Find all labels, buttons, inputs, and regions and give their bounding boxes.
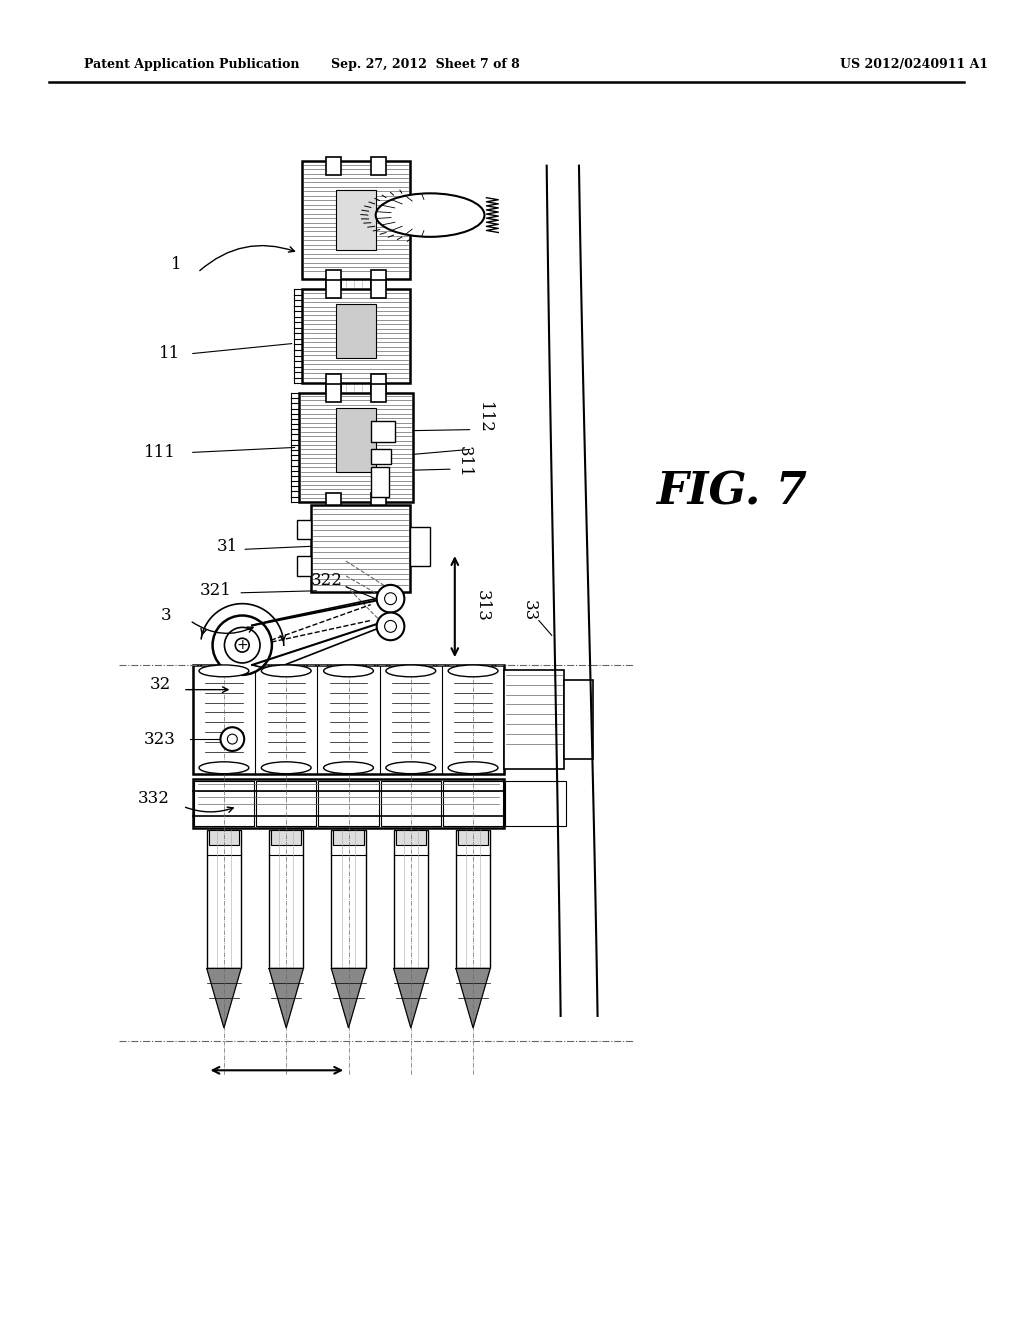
Text: 323: 323 [144, 730, 176, 747]
Text: 322: 322 [310, 573, 342, 590]
Polygon shape [332, 969, 366, 1028]
Bar [371, 421, 395, 442]
Bar [209, 830, 239, 845]
Bar [505, 780, 565, 826]
Ellipse shape [386, 665, 436, 677]
Polygon shape [269, 969, 303, 1028]
Bar [371, 467, 388, 496]
Bar [207, 830, 241, 969]
Bar [371, 492, 386, 511]
Ellipse shape [324, 762, 374, 774]
Bar [458, 830, 488, 845]
Text: 112: 112 [476, 401, 493, 434]
Text: Patent Application Publication: Patent Application Publication [84, 58, 300, 71]
Bar [411, 527, 430, 566]
Text: 11: 11 [160, 345, 180, 362]
Bar [371, 449, 390, 465]
Bar [341, 165, 371, 572]
Bar [371, 384, 386, 403]
Ellipse shape [376, 193, 484, 236]
Bar [371, 157, 386, 174]
Bar [327, 271, 341, 288]
Bar [327, 492, 341, 511]
Bar [336, 408, 376, 473]
Bar [256, 780, 316, 826]
Bar [301, 161, 411, 280]
Bar [327, 162, 341, 180]
Bar [393, 830, 428, 969]
Bar [563, 680, 593, 759]
Text: Sep. 27, 2012  Sheet 7 of 8: Sep. 27, 2012 Sheet 7 of 8 [331, 58, 519, 71]
Bar [504, 669, 563, 768]
Bar [297, 556, 311, 576]
Bar [336, 304, 376, 359]
Text: 31: 31 [217, 537, 238, 554]
Ellipse shape [261, 665, 311, 677]
Text: 33: 33 [520, 601, 538, 622]
Bar [334, 165, 379, 275]
Text: FIG. 7: FIG. 7 [656, 470, 807, 513]
Bar [371, 280, 386, 298]
Circle shape [385, 620, 396, 632]
Bar [336, 190, 376, 249]
Text: 313: 313 [474, 590, 490, 622]
Bar [443, 780, 503, 826]
Ellipse shape [199, 762, 249, 774]
Circle shape [236, 639, 249, 652]
Circle shape [224, 627, 260, 663]
Bar [269, 830, 303, 969]
Text: +: + [237, 638, 248, 652]
Bar [318, 780, 379, 826]
Bar [381, 780, 441, 826]
Text: 32: 32 [150, 676, 171, 693]
Bar [299, 393, 414, 502]
Bar [327, 384, 341, 403]
Ellipse shape [199, 665, 249, 677]
Circle shape [213, 615, 272, 675]
Bar [194, 780, 254, 826]
Bar [371, 162, 386, 180]
Bar [271, 830, 301, 845]
Circle shape [385, 593, 396, 605]
Ellipse shape [386, 762, 436, 774]
Bar [332, 830, 366, 969]
Circle shape [377, 612, 404, 640]
Bar [456, 830, 490, 969]
Text: 3: 3 [161, 607, 171, 624]
Text: 111: 111 [144, 444, 176, 461]
Bar [311, 504, 411, 591]
Bar [371, 271, 386, 288]
Text: 311: 311 [456, 446, 473, 478]
Circle shape [227, 734, 238, 744]
Bar [297, 520, 311, 540]
Bar [334, 830, 364, 845]
Ellipse shape [324, 665, 374, 677]
Polygon shape [207, 969, 241, 1028]
Text: 332: 332 [137, 789, 169, 807]
Bar [395, 830, 426, 845]
Polygon shape [393, 969, 428, 1028]
Bar [193, 779, 504, 828]
Bar [327, 280, 341, 298]
Circle shape [220, 727, 244, 751]
Bar [301, 289, 411, 383]
Ellipse shape [261, 762, 311, 774]
Bar [327, 375, 341, 392]
Text: US 2012/0240911 A1: US 2012/0240911 A1 [841, 58, 988, 71]
Ellipse shape [449, 665, 498, 677]
Circle shape [377, 585, 404, 612]
Text: 1: 1 [171, 256, 181, 273]
Bar [327, 157, 341, 174]
Polygon shape [456, 969, 490, 1028]
Ellipse shape [449, 762, 498, 774]
Bar [193, 665, 504, 774]
Bar [371, 375, 386, 392]
Text: 321: 321 [200, 582, 231, 599]
